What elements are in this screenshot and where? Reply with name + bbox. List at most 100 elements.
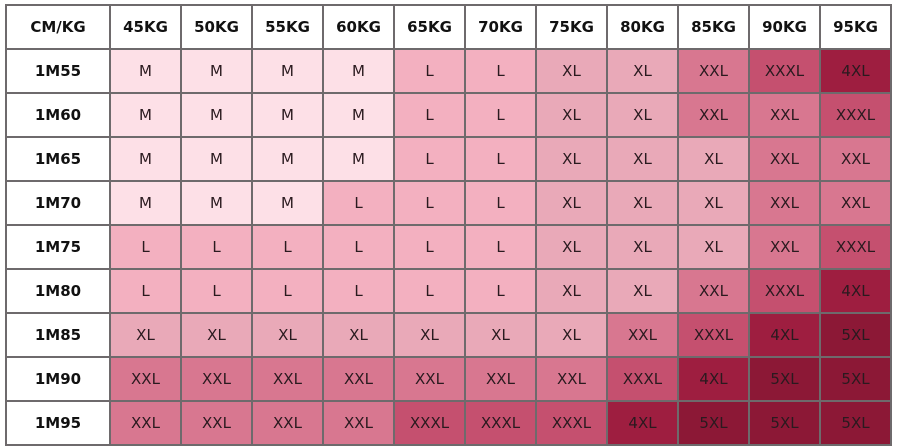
size-cell: XL [677, 224, 750, 270]
size-cell: XXXL [677, 312, 750, 358]
size-cell: XXXL [819, 92, 892, 138]
size-cell: XXL [464, 356, 537, 402]
size-cell: 4XL [606, 400, 679, 446]
table-row: 1M60 M M M M L L XL XL XXL XXL XXXL [5, 92, 892, 138]
size-cell: 5XL [748, 400, 821, 446]
size-cell: XL [322, 312, 395, 358]
size-cell: L [322, 224, 395, 270]
size-cell: XL [393, 312, 466, 358]
size-cell: M [251, 48, 324, 94]
height-label: 1M55 [5, 48, 111, 94]
size-cell: XL [109, 312, 182, 358]
weight-header: 55KG [251, 4, 324, 50]
size-cell: XXL [393, 356, 466, 402]
size-cell: M [180, 92, 253, 138]
weight-header: 60KG [322, 4, 395, 50]
header-row: CM/KG 45KG 50KG 55KG 60KG 65KG 70KG 75KG 80KG 85K… [5, 4, 892, 50]
size-cell: XL [535, 180, 608, 226]
height-label: 1M80 [5, 268, 111, 314]
size-cell: XL [180, 312, 253, 358]
size-cell: M [251, 180, 324, 226]
size-cell: XL [606, 136, 679, 182]
size-cell: XXXL [606, 356, 679, 402]
size-cell: XXXL [393, 400, 466, 446]
size-cell: XXXL [748, 268, 821, 314]
size-cell: L [322, 180, 395, 226]
table-row: 1M80 L L L L L L XL XL XXL XXXL 4XL [5, 268, 892, 314]
size-cell: XXL [677, 48, 750, 94]
size-cell: XXL [748, 180, 821, 226]
size-cell: M [109, 180, 182, 226]
weight-header: 85KG [677, 4, 750, 50]
size-cell: 4XL [748, 312, 821, 358]
size-cell: XL [535, 92, 608, 138]
table-row: 1M75 L L L L L L XL XL XL XXL XXXL [5, 224, 892, 270]
size-cell: XXXL [464, 400, 537, 446]
size-cell: L [464, 180, 537, 226]
size-cell: L [393, 136, 466, 182]
size-cell: XXL [322, 400, 395, 446]
size-cell: XXL [251, 356, 324, 402]
size-cell: M [322, 92, 395, 138]
size-cell: L [322, 268, 395, 314]
size-cell: XXL [819, 136, 892, 182]
size-cell: XXL [748, 92, 821, 138]
height-label: 1M85 [5, 312, 111, 358]
weight-header: 95KG [819, 4, 892, 50]
size-cell: L [251, 268, 324, 314]
size-cell: XXL [677, 92, 750, 138]
size-cell: XXXL [748, 48, 821, 94]
size-cell: XXL [819, 180, 892, 226]
size-cell: XL [677, 136, 750, 182]
weight-header: 90KG [748, 4, 821, 50]
size-cell: L [464, 224, 537, 270]
size-cell: XXXL [535, 400, 608, 446]
size-cell: XXXL [819, 224, 892, 270]
height-label: 1M65 [5, 136, 111, 182]
size-cell: 5XL [677, 400, 750, 446]
size-cell: M [109, 92, 182, 138]
size-cell: L [180, 268, 253, 314]
size-cell: XL [606, 180, 679, 226]
size-cell: XL [606, 268, 679, 314]
weight-header: 45KG [109, 4, 182, 50]
size-cell: M [109, 136, 182, 182]
size-cell: XL [251, 312, 324, 358]
size-cell: 5XL [748, 356, 821, 402]
size-cell: 4XL [819, 268, 892, 314]
size-cell: XXL [251, 400, 324, 446]
size-cell: M [180, 180, 253, 226]
weight-header: 80KG [606, 4, 679, 50]
size-cell: M [180, 136, 253, 182]
weight-header: 70KG [464, 4, 537, 50]
height-label: 1M75 [5, 224, 111, 270]
size-cell: L [251, 224, 324, 270]
size-cell: M [251, 92, 324, 138]
size-cell: XXL [109, 400, 182, 446]
size-cell: L [464, 48, 537, 94]
table-row: 1M55 M M M M L L XL XL XXL XXXL 4XL [5, 48, 892, 94]
size-cell: XXL [322, 356, 395, 402]
size-cell: XXL [677, 268, 750, 314]
size-cell: XXL [748, 224, 821, 270]
size-cell: XXL [606, 312, 679, 358]
size-cell: XL [606, 48, 679, 94]
size-cell: M [180, 48, 253, 94]
size-cell: XL [606, 92, 679, 138]
size-cell: L [393, 268, 466, 314]
size-cell: XL [535, 136, 608, 182]
size-cell: XL [535, 312, 608, 358]
size-cell: 4XL [819, 48, 892, 94]
size-cell: M [322, 48, 395, 94]
size-cell: L [180, 224, 253, 270]
size-cell: XL [535, 268, 608, 314]
size-cell: L [464, 268, 537, 314]
size-cell: L [464, 92, 537, 138]
size-cell: XL [535, 224, 608, 270]
height-label: 1M90 [5, 356, 111, 402]
size-cell: L [393, 48, 466, 94]
size-chart-table: CM/KG 45KG 50KG 55KG 60KG 65KG 70KG 75KG 80KG 85K… [5, 4, 892, 446]
size-cell: M [109, 48, 182, 94]
size-cell: 5XL [819, 400, 892, 446]
size-cell: L [393, 224, 466, 270]
